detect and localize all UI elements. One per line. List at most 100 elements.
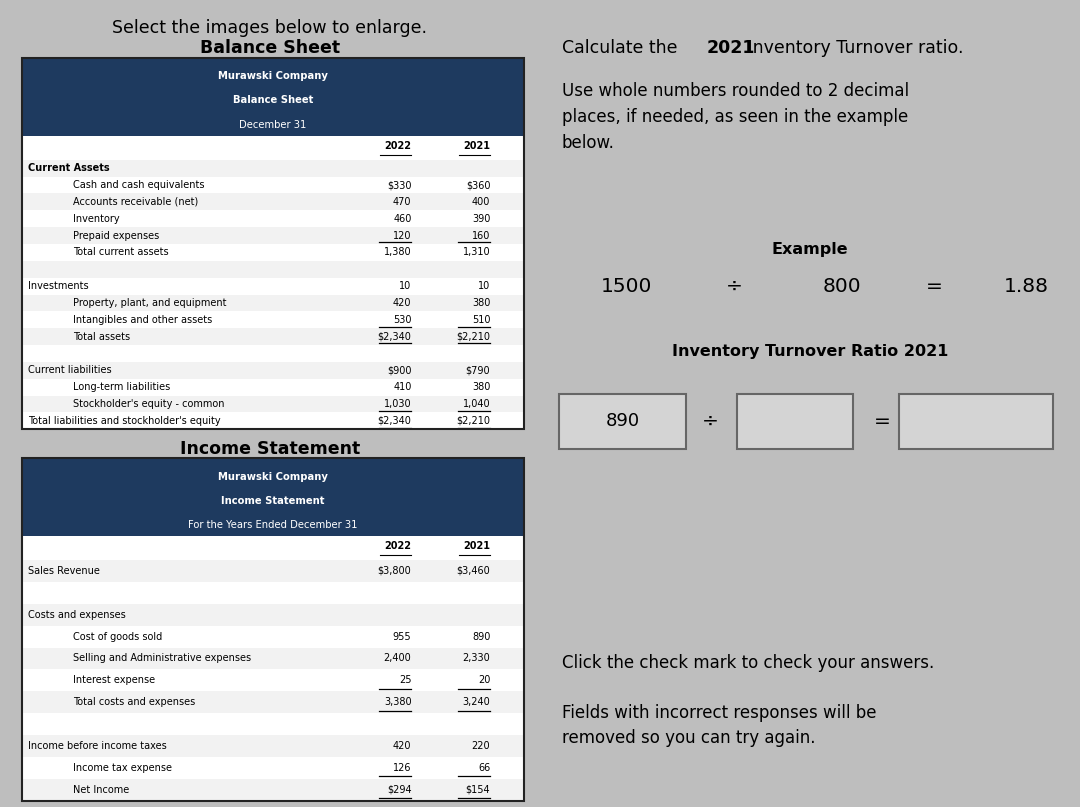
Text: 460: 460 <box>393 214 411 224</box>
Bar <box>22 713 524 735</box>
Bar <box>737 394 853 449</box>
Text: $2,340: $2,340 <box>378 416 411 426</box>
Bar <box>22 395 524 412</box>
Text: Total costs and expenses: Total costs and expenses <box>73 697 195 707</box>
Text: 420: 420 <box>393 298 411 308</box>
Bar <box>22 194 524 211</box>
Text: Click the check mark to check your answers.: Click the check mark to check your answe… <box>562 654 934 671</box>
Text: Property, plant, and equipment: Property, plant, and equipment <box>73 298 227 308</box>
Text: 890: 890 <box>472 632 490 642</box>
Text: Current Assets: Current Assets <box>28 163 110 174</box>
Bar <box>22 412 524 429</box>
Text: Balance Sheet: Balance Sheet <box>232 95 313 106</box>
Text: Total liabilities and stockholder's equity: Total liabilities and stockholder's equi… <box>28 416 220 426</box>
Bar <box>22 582 524 604</box>
Bar <box>22 228 524 244</box>
Text: $3,460: $3,460 <box>457 566 490 576</box>
Text: Prepaid expenses: Prepaid expenses <box>73 231 160 240</box>
Text: Inventory Turnover ratio.: Inventory Turnover ratio. <box>743 39 964 56</box>
Text: 20: 20 <box>478 675 490 685</box>
Text: 420: 420 <box>393 741 411 751</box>
Bar <box>22 345 524 362</box>
Text: Income tax expense: Income tax expense <box>73 763 173 773</box>
Bar <box>22 757 524 779</box>
Text: 160: 160 <box>472 231 490 240</box>
Bar <box>22 458 524 801</box>
Text: Intangibles and other assets: Intangibles and other assets <box>73 315 213 325</box>
Text: =: = <box>874 412 890 431</box>
Text: 955: 955 <box>393 632 411 642</box>
Text: 2,400: 2,400 <box>383 654 411 663</box>
Text: For the Years Ended December 31: For the Years Ended December 31 <box>188 520 357 530</box>
Text: Murawski Company: Murawski Company <box>218 71 327 82</box>
Text: Inventory Turnover Ratio 2021: Inventory Turnover Ratio 2021 <box>672 344 948 359</box>
Text: 66: 66 <box>478 763 490 773</box>
Bar <box>22 328 524 345</box>
Text: 510: 510 <box>472 315 490 325</box>
Text: 10: 10 <box>400 281 411 291</box>
Text: $3,800: $3,800 <box>378 566 411 576</box>
Text: $330: $330 <box>387 180 411 190</box>
Text: $2,340: $2,340 <box>378 332 411 341</box>
Text: 3,380: 3,380 <box>383 697 411 707</box>
Text: Cost of goods sold: Cost of goods sold <box>73 632 163 642</box>
Text: $154: $154 <box>465 784 490 795</box>
Bar <box>22 560 524 582</box>
Text: =: = <box>926 277 943 296</box>
Text: Net Income: Net Income <box>73 784 130 795</box>
Text: Calculate the: Calculate the <box>562 39 683 56</box>
Bar <box>22 692 524 713</box>
Text: Murawski Company: Murawski Company <box>218 471 327 482</box>
Text: 3,240: 3,240 <box>462 697 490 707</box>
Text: Sales Revenue: Sales Revenue <box>28 566 100 576</box>
Text: 10: 10 <box>478 281 490 291</box>
Bar <box>22 261 524 278</box>
Text: December 31: December 31 <box>239 119 307 130</box>
Text: 2022: 2022 <box>384 541 411 551</box>
Bar <box>22 278 524 295</box>
Text: ÷: ÷ <box>702 412 718 431</box>
Text: $2,210: $2,210 <box>457 332 490 341</box>
Text: 470: 470 <box>393 197 411 207</box>
Text: 2022: 2022 <box>384 140 411 151</box>
Text: $900: $900 <box>387 366 411 375</box>
Text: 410: 410 <box>393 383 411 392</box>
Bar <box>22 458 524 536</box>
Bar <box>22 211 524 228</box>
Bar <box>22 177 524 194</box>
Text: 2021: 2021 <box>463 541 490 551</box>
Bar <box>22 295 524 312</box>
Bar <box>22 244 524 261</box>
Bar <box>22 136 524 160</box>
Bar <box>22 312 524 328</box>
Text: Total current assets: Total current assets <box>73 248 170 257</box>
Text: 2021: 2021 <box>463 140 490 151</box>
Text: Investments: Investments <box>28 281 89 291</box>
Bar <box>899 394 1053 449</box>
Text: Costs and expenses: Costs and expenses <box>28 610 126 620</box>
Text: 126: 126 <box>393 763 411 773</box>
Bar <box>22 362 524 378</box>
Text: Long-term liabilities: Long-term liabilities <box>73 383 171 392</box>
Text: 1,310: 1,310 <box>462 248 490 257</box>
Text: Select the images below to enlarge.: Select the images below to enlarge. <box>112 19 428 36</box>
Bar <box>22 647 524 669</box>
Text: 2,330: 2,330 <box>462 654 490 663</box>
Text: Current liabilities: Current liabilities <box>28 366 111 375</box>
Text: 890: 890 <box>605 412 639 430</box>
Text: Income Statement: Income Statement <box>221 495 324 506</box>
Text: 1.88: 1.88 <box>1003 277 1049 296</box>
Bar <box>22 669 524 692</box>
Text: 120: 120 <box>393 231 411 240</box>
Text: 1500: 1500 <box>600 277 652 296</box>
Bar <box>559 394 686 449</box>
Bar <box>22 378 524 395</box>
Text: $360: $360 <box>465 180 490 190</box>
Text: Income before income taxes: Income before income taxes <box>28 741 166 751</box>
Text: Inventory: Inventory <box>73 214 120 224</box>
Text: Interest expense: Interest expense <box>73 675 156 685</box>
Text: Use whole numbers rounded to 2 decimal
places, if needed, as seen in the example: Use whole numbers rounded to 2 decimal p… <box>562 82 908 152</box>
Text: $790: $790 <box>465 366 490 375</box>
Text: Stockholder's equity - common: Stockholder's equity - common <box>73 399 225 409</box>
Text: 25: 25 <box>399 675 411 685</box>
